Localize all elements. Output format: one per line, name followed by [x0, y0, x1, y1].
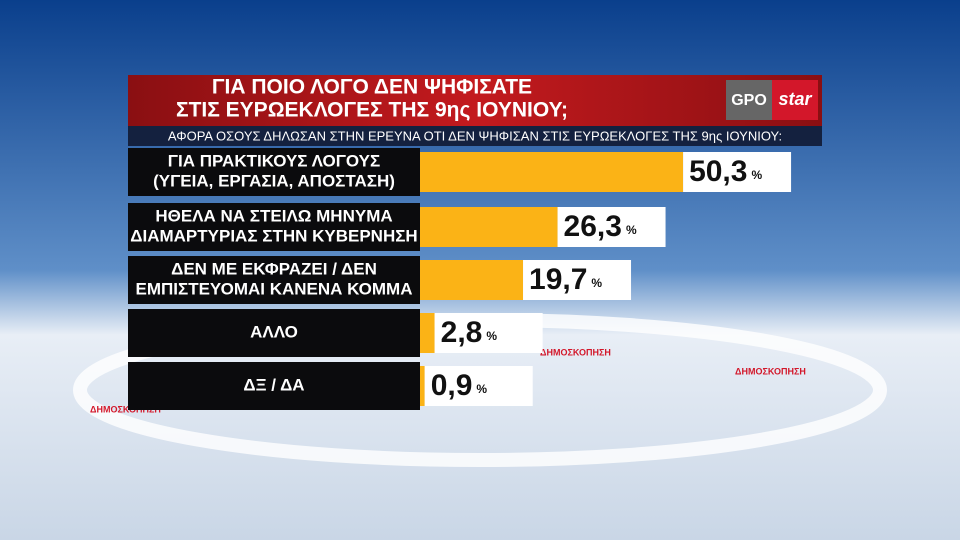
title: ΣΤΙΣ ΕΥΡΩΕΚΛΟΓΕΣ ΤΗΣ 9ης ΙΟΥΝΙΟΥ;: [176, 99, 568, 122]
value-label: 19,7: [529, 263, 587, 296]
logo-box: [772, 80, 818, 120]
title: ΓΙΑ ΠΟΙΟ ΛΟΓΟ ΔΕΝ ΨΗΦΙΣΑΤΕ: [212, 76, 532, 99]
category-label: ΑΛΛΟ: [250, 322, 298, 341]
category-box: [128, 362, 420, 410]
logo: star: [778, 89, 812, 109]
ring-text: ΔΗΜΟΣΚΟΠΗΣΗ: [540, 347, 611, 357]
value-box: [424, 366, 533, 406]
category-box: [128, 148, 420, 196]
logo: GPO: [731, 92, 767, 109]
value-box: [557, 207, 666, 247]
value-label: 2,8: [441, 316, 483, 349]
category-label: ΔΞ / ΔΑ: [243, 375, 304, 394]
value-label: 26,3: [564, 210, 622, 243]
bar: [420, 366, 425, 406]
category-box: [128, 256, 420, 304]
ring-text: ΔΗΜΟΣΚΟΠΗΣΗ: [90, 404, 161, 414]
bar: [420, 152, 684, 192]
subtitle: ΑΦΟΡΑ ΟΣΟΥΣ ΔΗΛΩΣΑΝ ΣΤΗΝ ΕΡΕΥΝΑ ΟΤΙ ΔΕΝ …: [168, 128, 782, 143]
category-label: (ΥΓΕΙΑ, ΕΡΓΑΣΙΑ, ΑΠΟΣΤΑΣΗ): [153, 171, 395, 190]
category-box: [128, 309, 420, 357]
value-box: [523, 260, 632, 300]
category-label: ΗΘΕΛΑ ΝΑ ΣΤΕΙΛΩ ΜΗΝΥΜΑ: [155, 206, 392, 225]
category-box: [128, 203, 420, 251]
value-box: [683, 152, 792, 192]
value-unit: %: [476, 382, 487, 396]
category-label: ΓΙΑ ΠΡΑΚΤΙΚΟΥΣ ΛΟΓΟΥΣ: [168, 151, 380, 170]
category-label: ΕΜΠΙΣΤΕΥΟΜΑΙ ΚΑΝΕΝΑ ΚΟΜΜΑ: [136, 279, 413, 298]
bar: [420, 260, 524, 300]
title-bar: [128, 75, 822, 126]
value-unit: %: [751, 168, 762, 182]
value-box: [434, 313, 543, 353]
ring-text: ΔΗΜΟΣΚΟΠΗΣΗ: [735, 366, 806, 376]
value-label: 0,9: [431, 369, 473, 402]
category-label: ΔΕΝ ΜΕ ΕΚΦΡΑΖΕΙ / ΔΕΝ: [171, 259, 377, 278]
value-unit: %: [486, 329, 497, 343]
category-label: ΔΙΑΜΑΡΤΥΡΙΑΣ ΣΤΗΝ ΚΥΒΕΡΝΗΣΗ: [130, 226, 417, 245]
value-unit: %: [591, 276, 602, 290]
value-label: 50,3: [689, 155, 747, 188]
bar: [420, 207, 558, 247]
value-unit: %: [626, 223, 637, 237]
subtitle-bar: [128, 126, 822, 146]
bar: [420, 313, 435, 353]
